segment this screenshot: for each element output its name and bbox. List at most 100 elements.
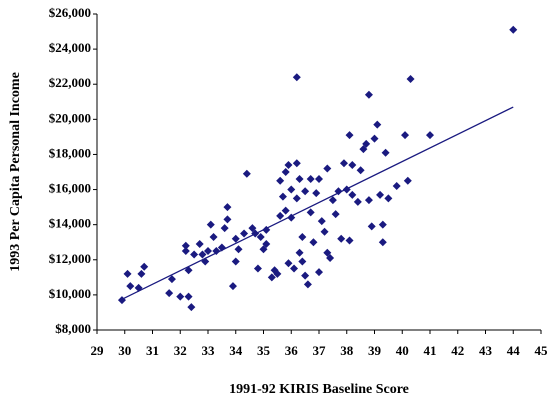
point: [364, 90, 373, 99]
point: [234, 245, 243, 254]
point: [348, 190, 357, 199]
x-tick-label: 36: [285, 343, 299, 358]
point: [281, 168, 290, 176]
point: [292, 194, 301, 203]
x-tick-label: 41: [424, 343, 437, 358]
point: [320, 227, 329, 236]
point: [331, 210, 340, 219]
x-tick-label: 38: [340, 343, 354, 358]
x-tick-label: 43: [479, 343, 493, 358]
point: [317, 217, 326, 226]
point: [509, 25, 518, 34]
point: [231, 257, 240, 266]
y-tick-label: $18,000: [49, 145, 91, 160]
point: [295, 248, 304, 257]
point: [323, 248, 332, 257]
point: [167, 275, 176, 284]
point: [278, 192, 287, 201]
point: [290, 264, 299, 273]
point: [378, 238, 387, 247]
y-tick-label: $20,000: [49, 110, 91, 125]
point: [298, 257, 307, 266]
point: [303, 280, 312, 289]
point: [376, 190, 385, 199]
point: [345, 236, 354, 245]
point: [301, 187, 310, 196]
y-tick-label: $14,000: [49, 216, 91, 231]
point: [381, 148, 390, 157]
x-tick-label: 42: [451, 343, 464, 358]
point: [356, 166, 365, 175]
point: [301, 271, 310, 280]
point: [212, 247, 221, 255]
x-tick-label: 32: [174, 343, 187, 358]
point: [348, 160, 357, 169]
point: [384, 194, 393, 203]
point: [267, 273, 276, 282]
point: [339, 159, 348, 168]
x-axis-title: 1991-92 KIRIS Baseline Score: [229, 382, 409, 397]
y-tick-label: $8,000: [55, 321, 91, 336]
point: [253, 264, 262, 273]
x-tick-label: 29: [91, 343, 105, 358]
point: [378, 220, 387, 229]
point: [295, 175, 304, 184]
point: [359, 145, 368, 154]
point: [328, 196, 337, 205]
point: [176, 292, 185, 301]
point: [426, 131, 434, 140]
point: [248, 224, 257, 233]
point: [165, 289, 174, 298]
point: [206, 220, 215, 229]
point: [312, 189, 321, 198]
x-tick-label: 34: [229, 343, 243, 358]
point: [256, 232, 265, 241]
point: [262, 239, 271, 248]
point: [364, 196, 373, 205]
trendline: [121, 106, 514, 300]
y-tick-label: $22,000: [49, 75, 91, 90]
point: [195, 239, 204, 248]
point: [337, 234, 346, 243]
y-tick-label: $26,000: [49, 5, 91, 20]
x-tick-label: 37: [313, 343, 327, 358]
point: [181, 247, 190, 255]
point: [281, 206, 290, 215]
y-tick-label: $10,000: [49, 286, 91, 301]
point: [223, 215, 232, 224]
point: [140, 262, 149, 271]
point: [242, 169, 251, 178]
point: [223, 203, 232, 212]
point: [228, 282, 237, 291]
point: [315, 268, 323, 277]
point: [284, 160, 293, 169]
x-tick-label: 35: [257, 343, 271, 358]
point: [287, 185, 296, 194]
point: [184, 292, 193, 301]
y-tick-label: $16,000: [49, 181, 91, 196]
point: [126, 282, 135, 291]
x-tick-label: 45: [535, 343, 549, 358]
point: [367, 222, 376, 231]
x-tick-label: 30: [118, 343, 131, 358]
point: [323, 164, 332, 173]
point: [306, 208, 315, 217]
point: [353, 197, 362, 206]
y-tick-label: $24,000: [49, 40, 91, 55]
point: [184, 266, 193, 275]
point: [315, 175, 323, 184]
point: [292, 73, 301, 82]
point: [187, 303, 196, 312]
point: [240, 229, 249, 238]
point: [209, 232, 218, 241]
point: [276, 211, 285, 220]
x-tick-label: 31: [146, 343, 159, 358]
point: [406, 74, 415, 83]
x-tick-label: 33: [202, 343, 216, 358]
point: [273, 269, 282, 278]
point: [392, 182, 401, 191]
point: [309, 238, 318, 247]
point: [220, 224, 229, 233]
point: [231, 234, 240, 243]
